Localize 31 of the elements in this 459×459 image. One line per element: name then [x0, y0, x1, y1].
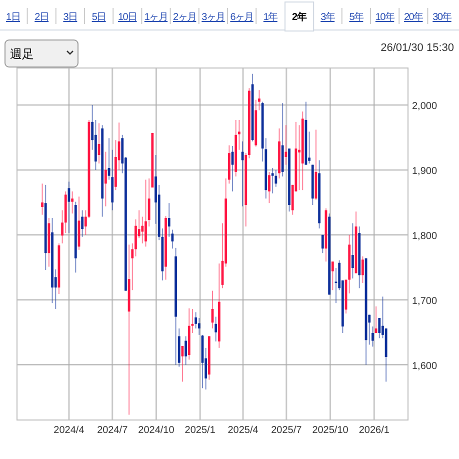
y-tick-label: 1,700 — [412, 296, 438, 307]
x-tick-label: 2026/1 — [358, 425, 390, 436]
x-tick-label: 2025/4 — [228, 425, 259, 436]
text: 1日 — [6, 12, 20, 23]
text: 3年 — [320, 11, 336, 23]
text: 30年 — [432, 11, 452, 23]
text: 3ヶ月 — [202, 12, 225, 23]
text: 3日 — [63, 12, 78, 23]
x-tick-label: 2024/10 — [138, 425, 175, 436]
y-tick-label: 1,800 — [412, 230, 438, 242]
dropdown: 週足 — [4, 40, 78, 68]
text: 10年 — [375, 11, 395, 23]
text: 20年 — [404, 11, 424, 23]
text: 2日 — [34, 12, 49, 23]
text: 1ヶ月 — [144, 12, 168, 23]
text: 10日 — [118, 12, 137, 23]
text: 6ヶ月 — [230, 12, 254, 23]
y-tick-label: 1,900 — [412, 166, 438, 177]
x-tick-label: 2025/1 — [184, 425, 216, 436]
text: 2ヶ月 — [173, 12, 196, 23]
x-tick-label: 2024/4 — [54, 425, 85, 436]
text: 26/01/30 15:30 — [380, 42, 454, 54]
x-tick-label: 2025/7 — [271, 425, 302, 436]
text: 5日 — [92, 12, 106, 23]
x-tick-label: 2025/10 — [312, 425, 349, 436]
y-tick-label: 1,600 — [412, 360, 438, 372]
text: 5年 — [349, 11, 364, 23]
text: 1年 — [263, 11, 278, 23]
y-tick-label: 2,000 — [412, 101, 438, 112]
text: 2年 — [292, 11, 307, 23]
x-tick-label: 2024/7 — [97, 425, 128, 436]
